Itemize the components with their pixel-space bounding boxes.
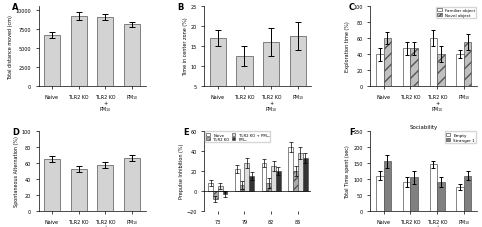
Bar <box>44 159 60 211</box>
Text: B: B <box>178 3 184 12</box>
Bar <box>437 182 444 211</box>
Y-axis label: Total Time spent (sec): Total Time spent (sec) <box>346 144 350 198</box>
Bar <box>303 158 308 191</box>
Bar <box>464 43 471 87</box>
Legend: Familiar object, Novel object: Familiar object, Novel object <box>436 8 476 19</box>
Y-axis label: Prepulse Inhibition (%): Prepulse Inhibition (%) <box>179 143 184 199</box>
Legend: Naive, TLR2 KO, TLR2 KO + PM₁₀, PM₁₀: Naive, TLR2 KO, TLR2 KO + PM₁₀, PM₁₀ <box>205 132 270 143</box>
Text: D: D <box>12 127 19 136</box>
Y-axis label: Exploration time (%): Exploration time (%) <box>346 22 350 72</box>
Text: C: C <box>349 3 355 12</box>
Bar <box>376 176 384 211</box>
Bar <box>235 169 240 191</box>
Title: Sociability: Sociability <box>410 124 438 129</box>
Text: A: A <box>12 3 18 12</box>
Bar <box>249 176 254 191</box>
Text: F: F <box>349 127 354 136</box>
Bar <box>97 165 113 211</box>
Bar <box>237 57 253 107</box>
Bar <box>244 163 249 191</box>
Bar <box>464 176 471 211</box>
Bar <box>71 169 87 211</box>
Bar <box>267 183 271 191</box>
Bar <box>429 165 437 211</box>
Text: E: E <box>183 127 188 136</box>
Bar <box>213 191 218 199</box>
Bar <box>262 163 267 191</box>
Bar <box>218 186 223 191</box>
Bar <box>384 39 391 87</box>
Bar <box>263 43 279 107</box>
Bar <box>208 183 213 191</box>
Bar <box>240 185 244 191</box>
Bar <box>97 18 113 87</box>
Bar <box>293 171 298 191</box>
Bar <box>403 49 410 87</box>
Bar <box>288 147 293 191</box>
Bar <box>276 171 281 191</box>
Bar <box>403 182 410 211</box>
Bar <box>410 178 418 211</box>
Y-axis label: Total distance moved (cm): Total distance moved (cm) <box>8 15 13 79</box>
Bar <box>44 36 60 87</box>
Bar <box>384 161 391 211</box>
Y-axis label: Time in center zone (%): Time in center zone (%) <box>183 18 187 76</box>
Bar <box>429 39 437 87</box>
Bar <box>410 49 418 87</box>
Legend: Empty, Stranger 1: Empty, Stranger 1 <box>444 132 476 143</box>
Bar <box>290 37 306 107</box>
Bar <box>437 55 444 87</box>
Bar <box>456 187 464 211</box>
Bar <box>376 55 384 87</box>
Bar <box>124 158 140 211</box>
Bar <box>124 25 140 87</box>
Bar <box>456 55 464 87</box>
Bar <box>223 191 228 194</box>
Bar <box>271 166 276 191</box>
Bar <box>210 39 226 107</box>
Bar <box>71 17 87 87</box>
Y-axis label: Spontaneous Alternation (%): Spontaneous Alternation (%) <box>14 136 19 206</box>
Bar <box>298 153 303 191</box>
